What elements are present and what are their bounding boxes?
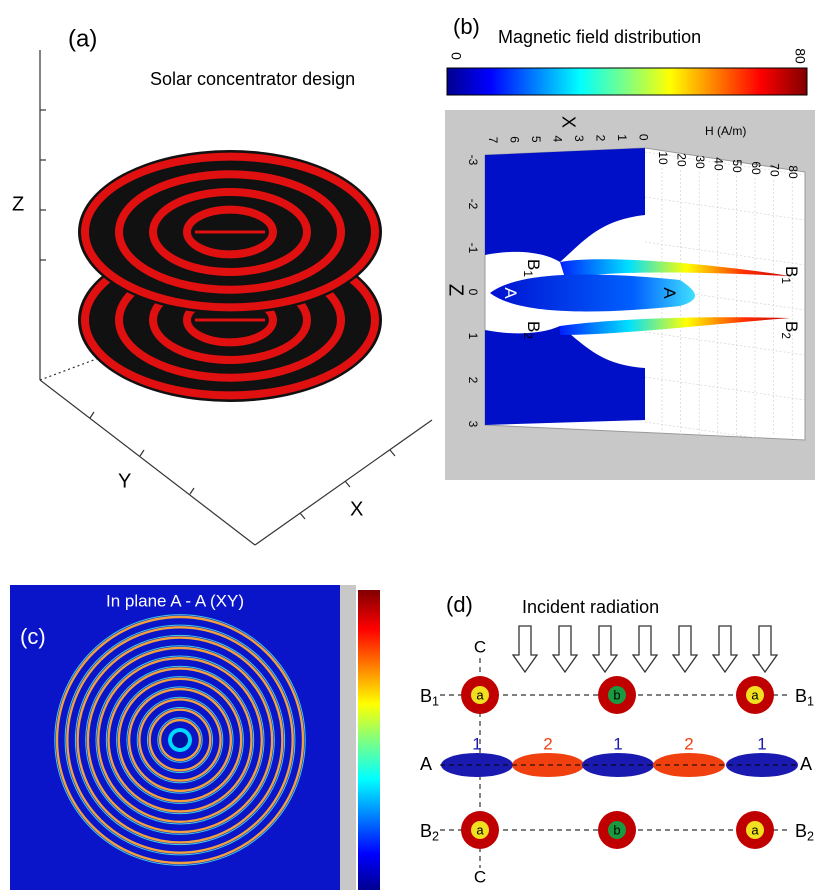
x-tick-label: 4 <box>550 135 564 142</box>
segment-label: 1 <box>757 734 766 753</box>
colorbar <box>358 590 380 890</box>
z-tick-label: -1 <box>466 243 480 254</box>
axis-label: Z <box>12 193 24 215</box>
panel-title: Magnetic field distribution <box>498 27 701 47</box>
z-tick-label: 2 <box>466 377 480 384</box>
z-tick-label: 1 <box>466 333 480 340</box>
center-core <box>172 732 188 748</box>
colorbar-label: 80 <box>792 48 808 64</box>
label-main: A <box>660 287 679 299</box>
axis-label: Z <box>445 284 467 296</box>
axis-label: X <box>558 116 578 128</box>
x-tick-label: 7 <box>486 137 500 144</box>
arrow <box>673 626 697 672</box>
arrow <box>553 626 577 672</box>
panel-label: (b) <box>453 14 480 39</box>
z-tick-label: -2 <box>466 199 480 210</box>
colorbar-gap <box>340 585 356 890</box>
x-tick-label: 6 <box>507 136 521 143</box>
z-tick-label: 3 <box>466 421 480 428</box>
label-subscript: 2 <box>432 830 439 844</box>
panel-title: Incident radiation <box>522 597 659 617</box>
z-tick-label: -3 <box>466 155 480 166</box>
particle-label: a <box>476 687 484 702</box>
axis-label: Y <box>118 470 131 492</box>
x-tick-label: 0 <box>636 134 650 141</box>
h-tick-label: 20 <box>674 153 688 167</box>
particle-label: a <box>751 822 759 837</box>
colorbar <box>447 68 807 95</box>
row-label: B2 <box>795 821 814 844</box>
dipoles <box>440 753 800 777</box>
x-tick-label: 5 <box>529 136 543 143</box>
particle-label: a <box>751 687 759 702</box>
panel-label: (d) <box>446 592 473 617</box>
row-label: A <box>800 754 812 774</box>
dipole <box>726 753 798 777</box>
h-tick-label: 70 <box>767 163 781 177</box>
arrow <box>753 626 777 672</box>
h-tick-label: 30 <box>693 155 707 169</box>
axis-label: X <box>350 498 363 520</box>
colorbar-label: 0 <box>448 52 464 60</box>
concentrator-discs <box>78 150 382 402</box>
label-subscript: 1 <box>521 270 535 277</box>
arrow <box>633 626 657 672</box>
segment-label: 1 <box>613 734 622 753</box>
particle-label: b <box>613 687 620 702</box>
x-tick-label: 2 <box>593 135 607 142</box>
label-subscript: 2 <box>779 332 793 339</box>
z-tick-label: 0 <box>466 289 480 296</box>
arrow <box>513 626 537 672</box>
arrow <box>593 626 617 672</box>
label-main: A <box>501 287 520 299</box>
row-label: B1 <box>795 686 814 709</box>
label-subscript: 1 <box>432 695 439 709</box>
label-subscript: 2 <box>521 332 535 339</box>
panel-title: In plane A - A (XY) <box>106 591 244 610</box>
label-subscript: 1 <box>779 277 793 284</box>
axis-label: H (A/m) <box>705 124 746 138</box>
row-label: A <box>420 754 432 774</box>
panel-title: Solar concentrator design <box>150 69 355 89</box>
axis-label: C <box>474 637 486 656</box>
label-main: B <box>524 259 543 270</box>
label-main: B <box>420 686 432 706</box>
h-tick-label: 50 <box>730 159 744 173</box>
radiation-arrows <box>513 626 777 672</box>
x-tick-label: 3 <box>572 135 586 142</box>
dipole <box>582 753 654 777</box>
panel-label: (c) <box>20 624 46 649</box>
panel-label: (a) <box>68 25 97 52</box>
label-subscript: 2 <box>807 830 814 844</box>
h-tick-label: 10 <box>656 151 670 165</box>
h-tick-label: 40 <box>712 157 726 171</box>
label-main: B <box>524 321 543 332</box>
segment-label: 2 <box>684 734 693 753</box>
h-tick-label: 60 <box>749 161 763 175</box>
x-tick-label: 1 <box>615 134 629 141</box>
row-label: B2 <box>420 821 439 844</box>
particle-label: b <box>613 822 620 837</box>
label-main: B <box>420 821 432 841</box>
label-main: B <box>782 321 801 332</box>
h-tick-label: 80 <box>786 165 800 179</box>
point-label: A <box>660 287 679 299</box>
segment-label: 2 <box>543 734 552 753</box>
label-main: B <box>795 686 807 706</box>
point-label: A <box>501 287 520 299</box>
label-main: B <box>795 821 807 841</box>
segment-label: 1 <box>472 734 481 753</box>
label-main: B <box>782 266 801 277</box>
figure: (a) Solar concentrator design Z Y X (b) Magnet… <box>0 0 821 896</box>
arrow <box>713 626 737 672</box>
row-label: B1 <box>420 686 439 709</box>
label-subscript: 1 <box>807 695 814 709</box>
axis-label: C <box>474 867 486 886</box>
particle-label: a <box>476 822 484 837</box>
